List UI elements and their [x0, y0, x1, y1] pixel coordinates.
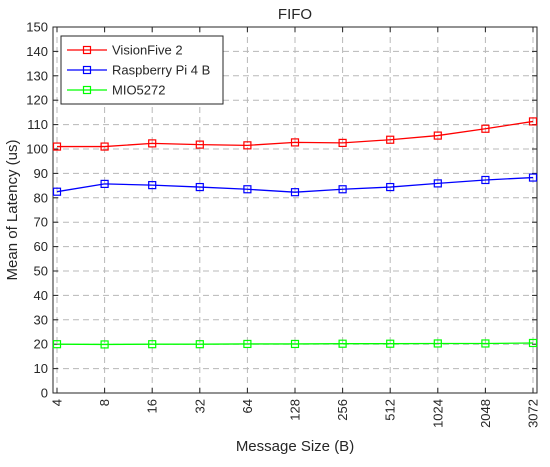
x-tick-label: 64 [240, 399, 255, 413]
x-tick-label: 3072 [526, 399, 541, 428]
data-point-marker [243, 339, 252, 349]
y-tick-label: 90 [34, 166, 48, 181]
data-point-marker [481, 339, 490, 348]
x-tick-label: 32 [192, 399, 207, 413]
y-tick-label: 140 [26, 44, 48, 59]
series-line [56, 176, 534, 193]
y-tick-label: 20 [34, 337, 48, 352]
x-tick-label: 256 [335, 399, 350, 421]
legend-entry-label: Raspberry Pi 4 B [112, 63, 210, 78]
data-point-marker [148, 181, 157, 190]
series-line [57, 120, 534, 148]
x-tick-label: 16 [145, 399, 160, 413]
x-tick-label: 128 [288, 399, 303, 421]
data-point-marker [52, 340, 62, 349]
data-point-marker [243, 141, 252, 150]
x-tick-label: 2048 [478, 399, 493, 428]
series-mio5272 [52, 338, 538, 349]
data-point-marker [148, 139, 157, 148]
data-point-marker [528, 338, 538, 348]
legend-marker-sample [82, 65, 92, 75]
y-tick-label: 110 [27, 117, 48, 132]
data-point-marker [290, 339, 300, 349]
legend-box [60, 35, 224, 105]
series-line [56, 342, 534, 346]
x-axis-title: Message Size (B) [236, 438, 354, 455]
data-point-marker [338, 138, 347, 147]
legend: VisionFive 2 Raspberry Pi 4 B MIO5272 [60, 35, 224, 105]
series-raspberry-pi-4-b [52, 173, 538, 197]
x-tick-label: 4 [50, 399, 65, 406]
data-point-marker [100, 179, 109, 188]
data-point-marker [290, 138, 300, 147]
data-point-marker [100, 142, 109, 151]
y-axis-title: Mean of Latency (us) [4, 140, 21, 281]
y-tick-label: 120 [26, 93, 48, 108]
data-point-marker [528, 117, 538, 126]
y-tick-label: 150 [26, 20, 48, 35]
data-point-marker [386, 182, 395, 192]
data-point-marker [338, 339, 347, 348]
series-group [52, 117, 538, 349]
data-point-marker [100, 340, 109, 349]
data-point-marker [52, 142, 62, 151]
data-point-marker [433, 179, 442, 188]
data-point-marker [386, 339, 395, 348]
grid [53, 27, 537, 393]
data-point-marker [528, 173, 538, 182]
data-point-marker [338, 185, 347, 194]
x-axis-ticks: 4 8 16 32 64 128 256 512 1024 2048 3072 [50, 27, 541, 428]
data-point-marker [148, 340, 157, 349]
y-tick-label: 130 [26, 68, 48, 83]
x-tick-label: 512 [383, 399, 398, 421]
data-point-marker [243, 185, 252, 194]
x-tick-label: 8 [97, 399, 112, 406]
y-axis-ticks: 0 10 20 30 40 50 60 70 80 90 100 110 120 130 140 150 [26, 20, 537, 401]
data-point-marker [433, 339, 442, 348]
legend-entry-label: VisionFive 2 [112, 43, 183, 58]
legend-entry-label: MIO5272 [112, 83, 165, 98]
y-tick-label: 0 [41, 386, 48, 401]
data-point-marker [195, 182, 204, 192]
y-tick-label: 100 [26, 142, 48, 157]
legend-marker-sample [82, 45, 92, 55]
y-tick-label: 80 [34, 190, 48, 205]
data-point-marker [52, 187, 62, 196]
series-visionfive-2 [52, 117, 538, 151]
data-point-marker [386, 135, 395, 144]
y-tick-label: 50 [34, 264, 48, 279]
y-tick-label: 10 [34, 361, 48, 376]
chart-title: FIFO [278, 6, 312, 23]
data-point-marker [481, 124, 490, 133]
data-point-marker [290, 188, 300, 197]
legend-marker-sample [82, 85, 92, 95]
y-tick-label: 30 [34, 312, 48, 327]
data-point-marker [433, 131, 442, 140]
y-tick-label: 60 [34, 239, 48, 254]
data-point-marker [195, 140, 204, 149]
data-point-marker [195, 340, 204, 349]
y-tick-label: 40 [34, 288, 48, 303]
x-tick-label: 1024 [430, 399, 445, 428]
data-point-marker [481, 175, 490, 185]
y-tick-label: 70 [34, 215, 48, 230]
